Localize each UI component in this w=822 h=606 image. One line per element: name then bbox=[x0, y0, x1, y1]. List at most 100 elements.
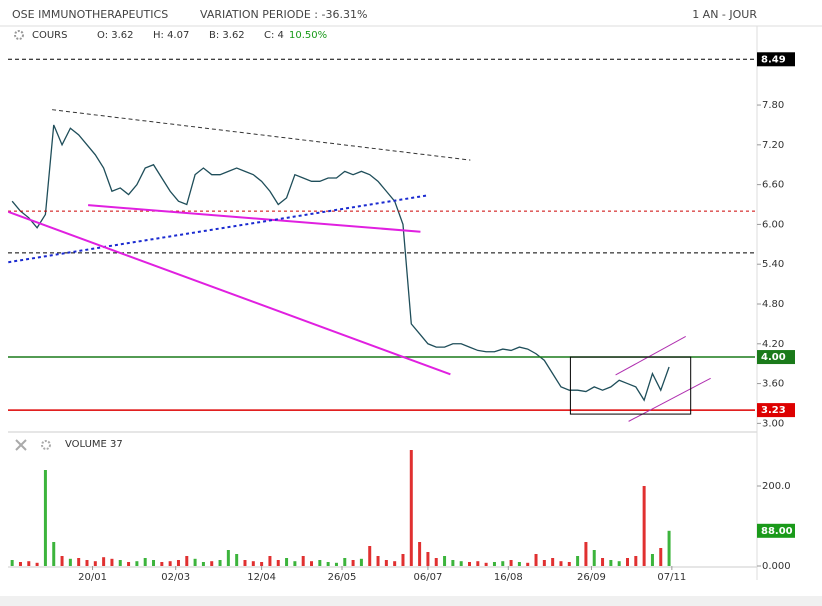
low-label: B: 3.62 bbox=[209, 30, 245, 41]
x-tick-label: 06/07 bbox=[414, 572, 443, 583]
trendline bbox=[8, 194, 429, 264]
volume-bar bbox=[451, 560, 455, 566]
volume-bar bbox=[576, 556, 580, 566]
y-tick-label: 4.20 bbox=[762, 339, 784, 350]
value-flag-label: 4.00 bbox=[761, 352, 786, 363]
volume-bar bbox=[368, 546, 372, 566]
volume-bar bbox=[93, 561, 97, 566]
trendline bbox=[615, 336, 686, 376]
volume-bar bbox=[168, 561, 172, 566]
close-icon[interactable] bbox=[15, 439, 27, 451]
y-tick-label: 4.80 bbox=[762, 299, 784, 310]
volume-bar bbox=[526, 562, 530, 566]
value-flag-label: 88.00 bbox=[761, 526, 793, 537]
volume-bar bbox=[77, 558, 81, 566]
scrollbar[interactable] bbox=[0, 596, 822, 606]
volume-bar bbox=[559, 561, 563, 566]
volume-bar bbox=[276, 560, 280, 566]
volume-bar bbox=[226, 550, 230, 566]
volume-bar bbox=[509, 560, 513, 566]
volume-bar bbox=[251, 561, 255, 566]
volume-bar bbox=[542, 560, 546, 566]
x-tick-label: 12/04 bbox=[247, 572, 276, 583]
volume-bar bbox=[285, 558, 289, 566]
volume-bar bbox=[459, 561, 463, 566]
volume-bar bbox=[584, 542, 588, 566]
volume-bar bbox=[60, 556, 64, 566]
x-tick-label: 16/08 bbox=[494, 572, 523, 583]
trendline bbox=[7, 210, 451, 376]
volume-bar bbox=[501, 561, 505, 566]
y-tick-label: 5.40 bbox=[762, 259, 784, 270]
volume-bar bbox=[27, 561, 31, 566]
y-tick-label: 6.60 bbox=[762, 180, 784, 191]
high-label: H: 4.07 bbox=[153, 30, 189, 41]
close-label: C: 4 bbox=[264, 30, 284, 41]
trendline bbox=[88, 204, 421, 233]
value-flag bbox=[757, 52, 795, 67]
volume-bar bbox=[243, 560, 247, 566]
volume-bar bbox=[625, 558, 629, 566]
x-tick-label: 07/11 bbox=[657, 572, 686, 583]
x-tick-label: 26/09 bbox=[577, 572, 606, 583]
volume-bar bbox=[102, 557, 106, 566]
volume-bar bbox=[201, 562, 205, 566]
volume-bar bbox=[210, 561, 214, 566]
volume-bar bbox=[418, 542, 422, 566]
volume-bar bbox=[260, 562, 264, 566]
period: 1 AN - JOUR bbox=[692, 8, 757, 21]
volume-bar bbox=[642, 486, 646, 566]
volume-bar bbox=[52, 542, 56, 566]
volume-bar bbox=[476, 561, 480, 566]
volume-bar bbox=[359, 558, 363, 566]
settings-icon[interactable] bbox=[41, 440, 51, 450]
subtitle: VARIATION PERIODE : -36.31% bbox=[200, 8, 367, 21]
change-label: 10.50% bbox=[289, 30, 327, 41]
volume-bar bbox=[218, 560, 222, 566]
value-flag bbox=[757, 523, 795, 538]
volume-bar bbox=[152, 560, 156, 566]
volume-bar bbox=[650, 554, 654, 566]
volume-bar bbox=[468, 562, 472, 566]
value-flag-label: 3.23 bbox=[761, 405, 786, 416]
value-flag-label: 8.49 bbox=[761, 54, 786, 65]
y2-tick-label: 200.0 bbox=[762, 481, 791, 492]
volume-bar bbox=[426, 552, 430, 566]
volume-bar bbox=[343, 558, 347, 566]
x-tick-label: 20/01 bbox=[78, 572, 107, 583]
volume-bar bbox=[268, 556, 272, 566]
x-tick-label: 02/03 bbox=[161, 572, 190, 583]
volume-bar bbox=[176, 560, 180, 566]
trendline bbox=[52, 109, 471, 161]
open-label: O: 3.62 bbox=[97, 30, 134, 41]
volume-bar bbox=[235, 554, 239, 566]
box bbox=[569, 356, 692, 415]
volume-bar bbox=[492, 562, 496, 566]
chart-title: OSE IMMUNOTHERAPEUTICS bbox=[12, 8, 168, 21]
volume-bar bbox=[43, 470, 47, 566]
volume-bar bbox=[10, 560, 14, 566]
volume-bar bbox=[659, 548, 663, 566]
volume-bar bbox=[68, 558, 72, 566]
volume-bar bbox=[185, 556, 189, 566]
volume-bar bbox=[484, 562, 488, 566]
settings-icon[interactable] bbox=[14, 30, 24, 40]
volume-bar bbox=[143, 558, 147, 566]
volume-bar bbox=[534, 554, 538, 566]
y-tick-label: 3.60 bbox=[762, 379, 784, 390]
y-tick-label: 7.80 bbox=[762, 100, 784, 111]
volume-bar bbox=[326, 562, 330, 566]
y-tick-label: 7.20 bbox=[762, 140, 784, 151]
price-line bbox=[11, 124, 670, 402]
volume-bar bbox=[634, 556, 638, 566]
volume-bar bbox=[551, 558, 555, 566]
value-flag bbox=[757, 350, 795, 365]
value-flag bbox=[757, 403, 795, 418]
volume-label: VOLUME 37 bbox=[65, 439, 123, 450]
volume-bar bbox=[193, 558, 197, 566]
y-tick-label: 3.00 bbox=[762, 418, 784, 429]
y-tick-label: 6.00 bbox=[762, 219, 784, 230]
volume-bar bbox=[443, 556, 447, 566]
x-tick-label: 26/05 bbox=[328, 572, 357, 583]
